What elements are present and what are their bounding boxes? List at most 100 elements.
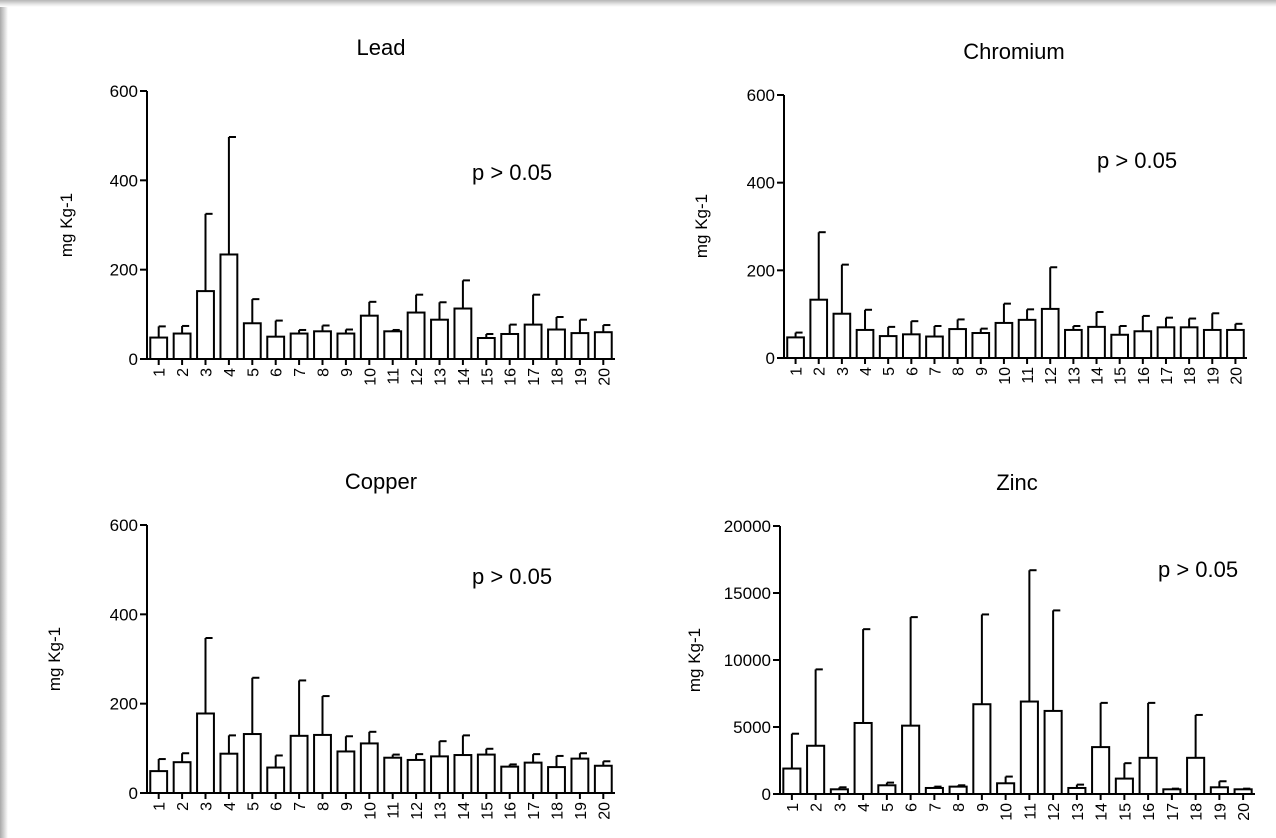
bar: [1043, 709, 1063, 796]
x-tick-label: 13: [1066, 367, 1083, 385]
x-tick-label: 4: [222, 802, 239, 811]
x-tick-label: 16: [1141, 803, 1158, 821]
bar: [971, 332, 991, 360]
bar: [809, 298, 829, 359]
x-tick-label: 11: [1022, 803, 1039, 820]
x-tick-label: 16: [503, 368, 520, 386]
bar: [786, 336, 805, 360]
bar: [901, 333, 921, 359]
bar: [1087, 325, 1106, 359]
x-tick-label: 5: [245, 368, 262, 377]
x-tick-label: 3: [832, 803, 849, 812]
bar: [1017, 318, 1037, 359]
x-tick-label: 9: [974, 367, 991, 376]
bar: [523, 323, 543, 360]
x-tick-label: 13: [433, 368, 450, 386]
bar: [948, 785, 968, 796]
x-tick-label: 17: [526, 368, 543, 386]
x-tick-label: 9: [339, 802, 356, 811]
x-tick-label: 12: [409, 368, 426, 386]
x-tick-label: 3: [835, 367, 852, 376]
bar: [901, 724, 921, 795]
bar: [219, 253, 239, 360]
bar: [453, 307, 473, 361]
x-tick-label: 17: [1165, 803, 1182, 821]
x-tick-label: 14: [1090, 367, 1107, 385]
bar: [383, 756, 403, 795]
x-tick-label: 8: [316, 802, 333, 811]
y-tick-label: 200: [110, 695, 138, 714]
bar: [1114, 777, 1134, 795]
bar: [453, 754, 473, 794]
x-tick-label: 3: [199, 368, 216, 377]
x-tick-label: 7: [292, 802, 309, 811]
x-tick-label: 19: [573, 368, 590, 386]
x-tick-label: 15: [1117, 803, 1134, 821]
x-tick-label: 4: [222, 368, 239, 377]
bar: [500, 765, 520, 794]
bar: [994, 321, 1014, 359]
bar: [1091, 746, 1111, 796]
x-tick-label: 15: [1113, 367, 1130, 385]
bar: [853, 721, 873, 796]
bar: [476, 753, 496, 795]
y-tick-label: 0: [762, 785, 771, 804]
x-tick-label: 5: [245, 802, 262, 811]
bar: [1067, 786, 1087, 796]
p-value-annotation: p > 0.05: [1097, 148, 1177, 173]
bar: [806, 744, 826, 796]
x-tick-label: 15: [479, 368, 496, 386]
bar: [149, 336, 169, 360]
bar: [196, 712, 215, 795]
y-tick-label: 400: [747, 174, 775, 193]
x-tick-label: 1: [789, 367, 806, 376]
bar: [1064, 328, 1083, 359]
x-tick-label: 6: [904, 367, 921, 376]
bar: [855, 328, 875, 359]
bar: [1186, 756, 1206, 796]
x-tick-label: 12: [1046, 803, 1063, 821]
x-tick-label: 2: [175, 802, 192, 811]
bar: [1179, 326, 1199, 360]
x-tick-label: 4: [856, 803, 873, 812]
bar: [924, 786, 944, 796]
x-tick-label: 13: [433, 802, 450, 820]
chart-title: Chromium: [963, 39, 1064, 64]
chart-title: Lead: [357, 35, 406, 60]
x-tick-label: 6: [269, 802, 286, 811]
x-tick-label: 3: [199, 802, 216, 811]
x-tick-label: 18: [1182, 367, 1199, 385]
y-tick-label: 5000: [733, 718, 771, 737]
x-tick-label: 7: [927, 803, 944, 812]
bar: [1226, 328, 1245, 359]
bar: [523, 761, 543, 795]
y-axis-label: mg Kg-1: [685, 628, 704, 692]
y-tick-label: 200: [110, 261, 138, 280]
p-value-annotation: p > 0.05: [1158, 557, 1238, 582]
bar: [313, 330, 332, 361]
x-tick-label: 20: [596, 802, 613, 820]
bar: [972, 703, 992, 795]
bar: [242, 322, 262, 360]
left-edge-shading: [0, 0, 8, 838]
x-tick-label: 14: [456, 802, 473, 820]
bar: [829, 788, 849, 795]
x-tick-label: 17: [1159, 367, 1176, 385]
p-value-annotation: p > 0.05: [472, 160, 552, 185]
x-tick-label: 19: [1205, 367, 1222, 385]
x-tick-label: 12: [409, 802, 426, 820]
y-tick-label: 400: [110, 171, 138, 190]
bar: [570, 332, 590, 360]
bar: [570, 757, 590, 794]
bar: [359, 314, 379, 361]
x-tick-label: 10: [362, 368, 379, 386]
x-tick-label: 19: [1212, 803, 1229, 821]
bar: [593, 331, 613, 361]
x-tick-label: 6: [904, 803, 921, 812]
bar: [336, 750, 356, 794]
bar: [149, 770, 169, 795]
x-tick-label: 20: [1228, 367, 1245, 385]
x-tick-label: 6: [269, 368, 286, 377]
x-tick-label: 16: [1136, 367, 1153, 385]
